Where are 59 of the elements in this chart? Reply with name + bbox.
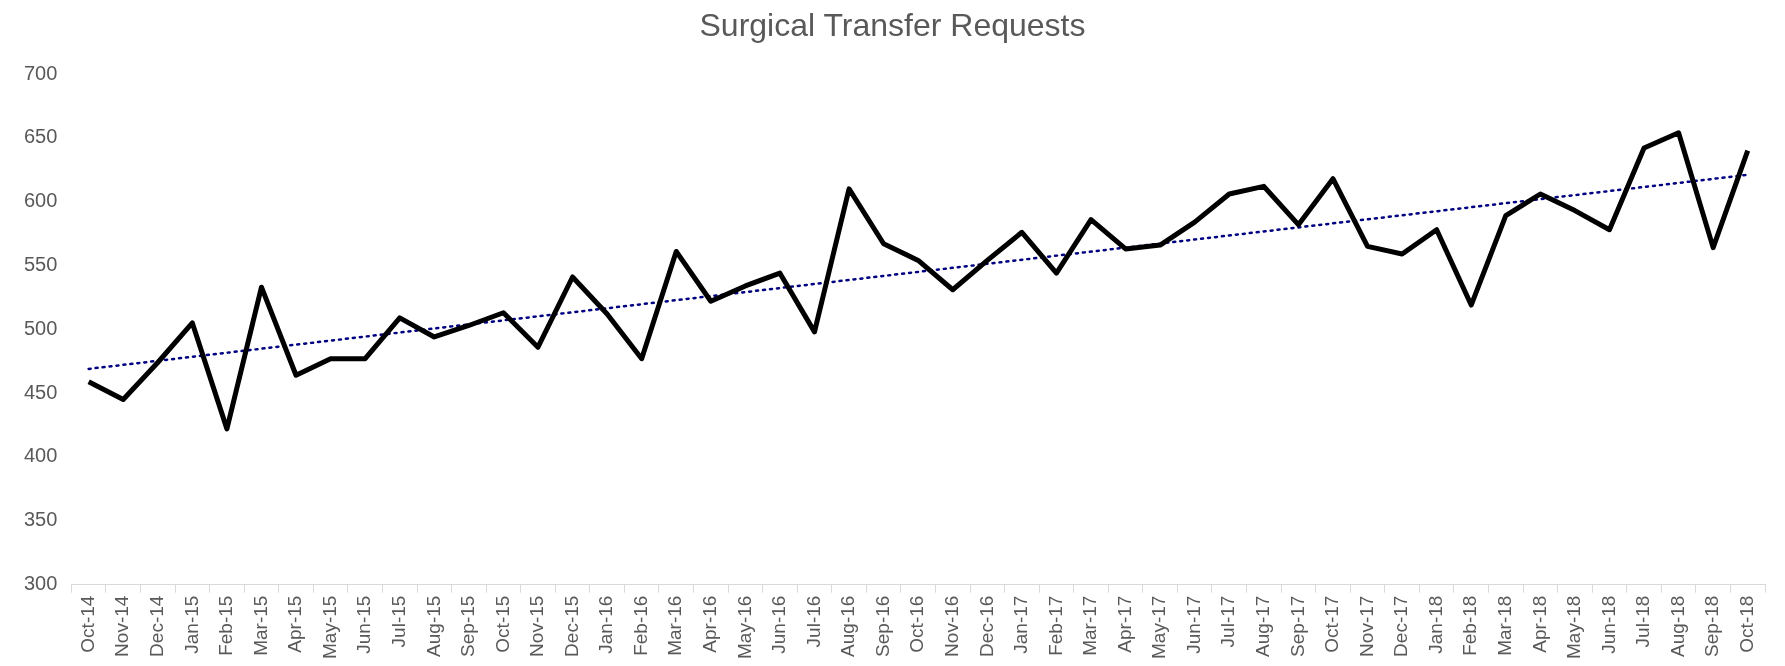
x-tick-label: Mar-17 — [1079, 595, 1101, 656]
x-tick-label: Apr-17 — [1113, 595, 1135, 653]
y-tick-label: 400 — [23, 444, 58, 467]
x-tick-label: Apr-15 — [284, 595, 306, 653]
x-tick-label: Nov-15 — [526, 595, 548, 657]
x-tick-label: Oct-17 — [1321, 595, 1343, 653]
x-tick-label: May-15 — [318, 595, 340, 659]
x-tick-label: Jun-16 — [768, 595, 790, 654]
y-tick-label: 350 — [23, 508, 58, 531]
y-tick-label: 650 — [23, 125, 58, 148]
x-tick-label: May-16 — [733, 595, 755, 659]
x-tick-label: Dec-15 — [560, 595, 582, 657]
x-tick-label: Mar-16 — [664, 595, 686, 656]
y-tick-label: 300 — [23, 572, 58, 595]
x-tick-label: May-17 — [1148, 595, 1170, 659]
x-tick-label: Aug-17 — [1252, 595, 1274, 657]
x-tick-label: Nov-14 — [111, 595, 133, 657]
x-tick-label: Dec-14 — [146, 595, 168, 657]
x-tick-label: Aug-15 — [422, 595, 444, 657]
x-tick-label: Sep-18 — [1701, 595, 1723, 657]
y-tick-label: 500 — [23, 316, 58, 339]
x-tick-label: Jan-17 — [1010, 595, 1032, 654]
x-tick-label: Jun-15 — [353, 595, 375, 654]
y-tick-label: 600 — [23, 189, 58, 212]
y-tick-label: 550 — [23, 253, 58, 276]
x-tick-label: Jun-18 — [1597, 595, 1619, 654]
x-tick-label: Feb-16 — [629, 595, 651, 656]
x-tick-label: Jul-16 — [802, 595, 824, 648]
x-tick-label: Sep-17 — [1286, 595, 1308, 657]
x-tick-label: Jan-18 — [1424, 595, 1446, 654]
x-tick-label: Feb-18 — [1459, 595, 1481, 656]
x-tick-label: Jul-15 — [387, 595, 409, 648]
x-tick-label: Sep-16 — [871, 595, 893, 657]
x-tick-label: Mar-18 — [1494, 595, 1516, 656]
x-tick-label: Jan-15 — [180, 595, 202, 654]
x-tick-label: Apr-16 — [699, 595, 721, 653]
x-tick-label: Jul-18 — [1632, 595, 1654, 648]
y-tick-label: 700 — [23, 61, 58, 84]
x-tick-label: Jun-17 — [1182, 595, 1204, 654]
x-tick-label: Nov-17 — [1355, 595, 1377, 657]
x-tick-label: Sep-15 — [457, 595, 479, 657]
y-tick-label: 450 — [23, 380, 58, 403]
x-tick-label: Mar-15 — [249, 595, 271, 656]
x-tick-label: Aug-18 — [1666, 595, 1688, 657]
x-tick-label: Dec-17 — [1390, 595, 1412, 657]
x-tick-label: Feb-17 — [1044, 595, 1066, 656]
chart-title: Surgical Transfer Requests — [698, 6, 1087, 45]
x-tick-label: Oct-15 — [491, 595, 513, 653]
x-tick-label: Aug-16 — [837, 595, 859, 657]
x-tick-label: Dec-16 — [975, 595, 997, 657]
x-tick-label: Jan-16 — [595, 595, 617, 654]
x-tick-label: Oct-18 — [1735, 595, 1757, 653]
x-tick-label: Feb-15 — [215, 595, 237, 656]
x-tick-label: Jul-17 — [1217, 595, 1239, 648]
x-tick-label: Apr-18 — [1528, 595, 1550, 653]
x-tick-label: Oct-14 — [76, 595, 98, 653]
x-tick-label: Oct-16 — [906, 595, 928, 653]
x-tick-label: Nov-16 — [940, 595, 962, 657]
x-tick-label: May-18 — [1563, 595, 1585, 659]
